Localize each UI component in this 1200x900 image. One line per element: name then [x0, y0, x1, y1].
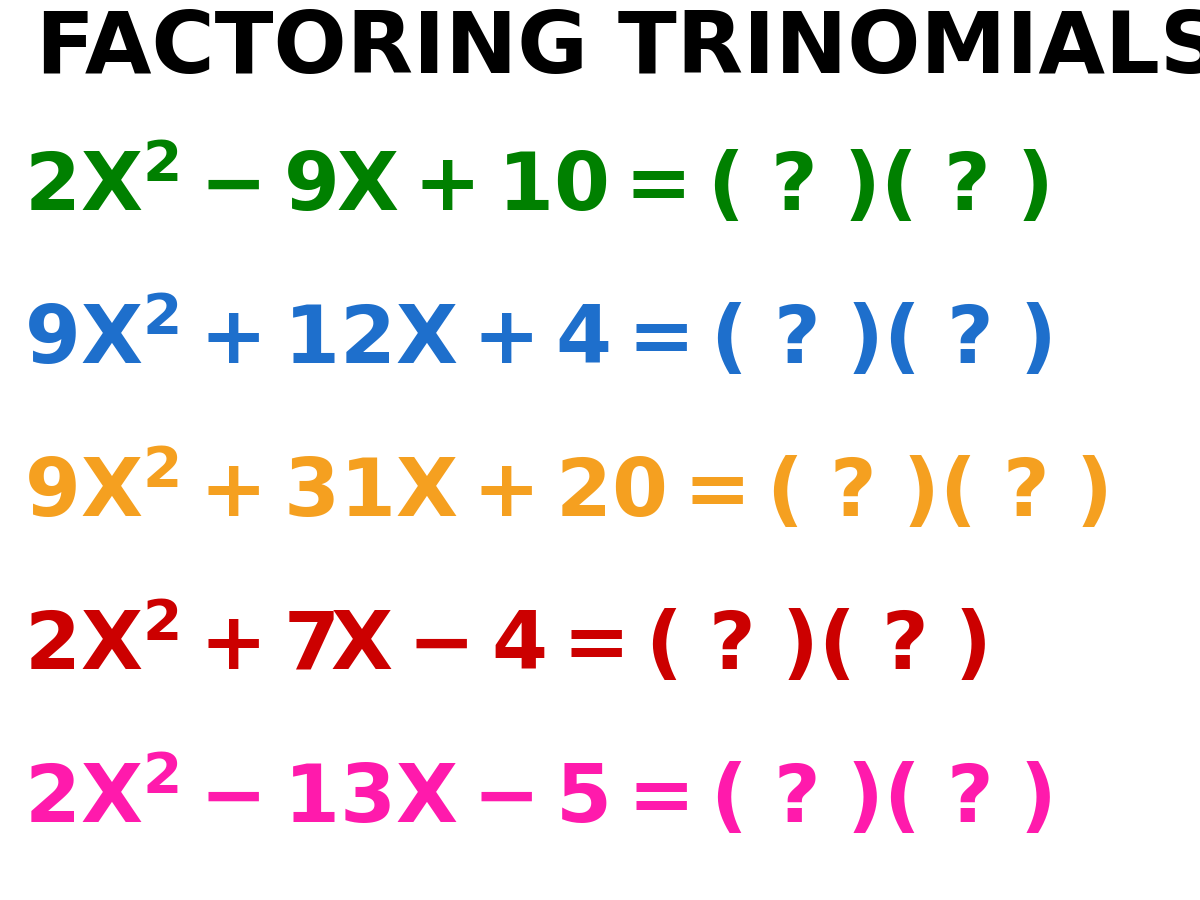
Text: $\mathbf{9X^2 + 12X + 4 = (\ ?\ )(\ ?\ )}$: $\mathbf{9X^2 + 12X + 4 = (\ ?\ )(\ ?\ )…	[24, 293, 1051, 382]
Text: $\mathbf{2X^2 + 7X - 4 = (\ ?\ )(\ ?\ )}$: $\mathbf{2X^2 + 7X - 4 = (\ ?\ )(\ ?\ )}…	[24, 599, 986, 688]
Text: $\mathbf{9X^2 + 31X + 20 = (\ ?\ )(\ ?\ )}$: $\mathbf{9X^2 + 31X + 20 = (\ ?\ )(\ ?\ …	[24, 446, 1108, 535]
Text: $\mathbf{2X^2 - 13X - 5 = (\ ?\ )(\ ?\ )}$: $\mathbf{2X^2 - 13X - 5 = (\ ?\ )(\ ?\ )…	[24, 752, 1051, 841]
Text: $\mathbf{2X^2 - 9X + 10 = (\ ?\ )(\ ?\ )}$: $\mathbf{2X^2 - 9X + 10 = (\ ?\ )(\ ?\ )…	[24, 140, 1048, 229]
Text: FACTORING TRINOMIALS???: FACTORING TRINOMIALS???	[36, 8, 1200, 91]
